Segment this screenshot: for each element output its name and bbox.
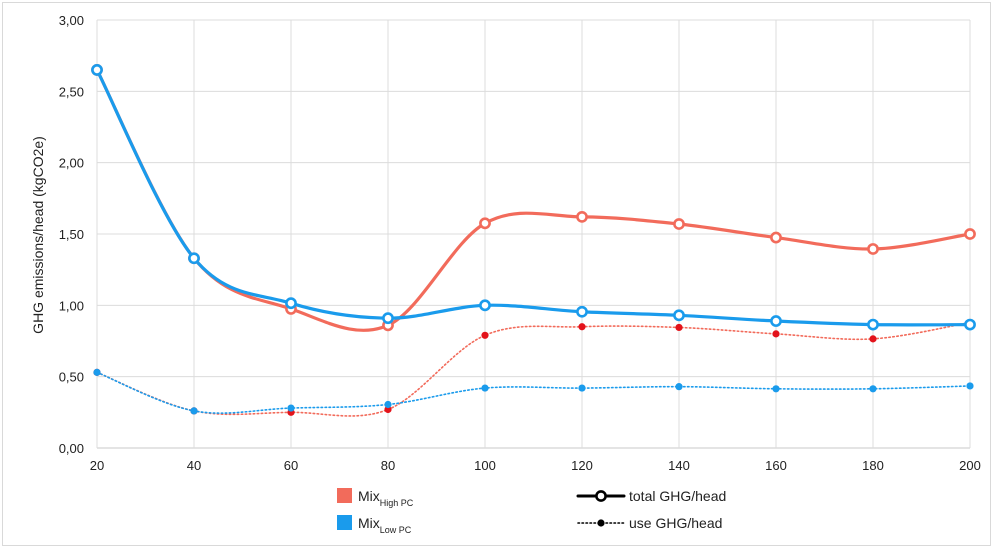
y-tick-label: 1,50 [59,227,84,242]
data-point [190,407,198,415]
series-line [95,68,972,327]
y-tick-label: 2,50 [59,84,84,99]
x-tick-label: 200 [959,458,981,473]
x-tick-label: 60 [284,458,298,473]
data-point [481,384,489,392]
data-point [673,309,685,322]
y-tick-label: 3,00 [59,13,84,28]
x-tick-label: 160 [765,458,787,473]
data-point [287,404,295,412]
data-point [576,210,588,223]
legend-style-label: use GHG/head [629,515,722,531]
data-point [188,252,200,265]
data-point [772,330,780,338]
series-line [96,321,971,417]
data-point [867,243,879,255]
x-tick-label: 100 [474,458,496,473]
legend-swatch [337,515,352,530]
data-point [770,315,782,327]
data-point [93,368,101,376]
legend-label: MixHigh PC [358,488,414,508]
grid [96,19,971,449]
x-tick-label: 40 [187,458,201,473]
data-point [966,382,974,390]
data-point [481,331,489,339]
legend-marker [595,490,607,502]
x-tick-label: 80 [381,458,395,473]
series-line [95,68,972,332]
legend-swatch [337,488,352,503]
data-point [673,218,685,230]
series-line [96,371,971,414]
data-point [964,228,976,240]
data-point [772,385,780,393]
y-axis-title: GHG emissions/head (kgCO2e) [30,136,46,334]
x-tick-label: 20 [90,458,104,473]
legend: MixHigh PC MixLow PC total GHG/head use GHG… [337,488,726,535]
data-point [867,318,879,331]
x-tick-label: 180 [862,458,884,473]
x-tick-label: 140 [668,458,690,473]
x-tick-labels: 20 40 60 80 100 120 140 160 180 200 [90,458,981,473]
series-markers [91,64,976,416]
data-point [578,323,586,331]
data-point [479,299,491,312]
series-lines [95,68,972,417]
x-tick-label: 120 [571,458,593,473]
data-point [675,323,683,332]
data-point [479,217,491,230]
y-tick-label: 2,00 [59,156,84,171]
data-point [869,335,877,343]
y-tick-label: 0,00 [59,441,84,456]
y-tick-labels: 0,00 0,50 1,00 1,50 2,00 2,50 3,00 [59,13,84,456]
data-point [285,297,297,310]
data-point [576,305,588,318]
data-point [384,400,392,409]
data-point [382,312,394,325]
legend-style-label: total GHG/head [629,488,726,504]
y-tick-label: 0,50 [59,370,84,385]
legend-label: MixLow PC [358,515,412,535]
data-point [964,318,976,331]
data-point [770,231,782,244]
data-point [869,385,877,393]
data-point [91,64,103,76]
data-point [384,405,392,414]
legend-marker [597,519,605,527]
data-point [578,384,586,392]
data-point [675,383,683,391]
y-tick-label: 1,00 [59,298,84,313]
